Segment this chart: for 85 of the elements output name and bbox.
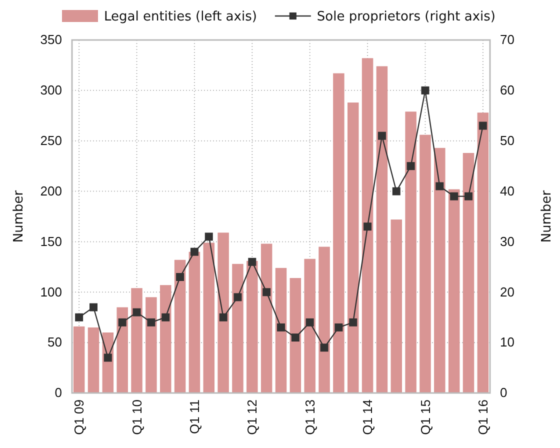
point (421, 86, 430, 94)
bar (405, 112, 416, 393)
bar (304, 258, 316, 393)
bar (477, 112, 489, 393)
y-tick-label: 100 (40, 284, 62, 300)
point (118, 318, 126, 326)
bar (333, 73, 344, 393)
y2-tick-label: 60 (500, 82, 514, 98)
bar (390, 220, 402, 393)
legend-label: Sole proprietors (right axis) (316, 10, 496, 25)
y2-axis-title: Number (540, 190, 555, 243)
y2-tick-label: 70 (500, 32, 514, 48)
point (219, 313, 228, 322)
bar (131, 288, 142, 393)
point (75, 313, 84, 322)
point (248, 258, 256, 266)
x-tick-label: Q1 15 (418, 400, 433, 435)
bar (88, 327, 100, 393)
point (392, 187, 400, 196)
bar (232, 264, 244, 393)
bar (188, 252, 200, 393)
point (104, 354, 112, 362)
point (334, 323, 343, 332)
bar (246, 260, 258, 393)
x-tick-label: Q1 11 (187, 400, 202, 434)
point (277, 323, 285, 332)
bar (290, 278, 302, 393)
point (132, 308, 141, 316)
bar (448, 189, 460, 393)
bar (420, 134, 431, 393)
point (349, 318, 358, 326)
point (306, 318, 314, 326)
y-tick-label: 300 (40, 82, 62, 98)
point (89, 303, 98, 312)
point (450, 192, 458, 200)
bar (434, 148, 446, 393)
bar (203, 242, 215, 393)
bar (275, 268, 287, 393)
bar (218, 232, 229, 393)
point (478, 122, 487, 130)
point (262, 288, 271, 296)
point (147, 318, 156, 326)
point (436, 182, 444, 190)
bar (318, 246, 330, 393)
y2-tick-label: 40 (500, 183, 514, 198)
legend-label: Legal entities (left axis) (104, 10, 257, 25)
point (320, 344, 328, 352)
x-tick-label: Q1 09 (72, 400, 87, 435)
y2-tick-label: 30 (500, 234, 514, 249)
bar (116, 307, 128, 393)
point (406, 162, 415, 170)
x-tick-label: Q1 12 (244, 400, 260, 435)
y-tick-label: 150 (40, 234, 62, 249)
point (162, 313, 170, 322)
y2-tick-label: 50 (500, 133, 514, 148)
y-tick-label: 350 (40, 32, 62, 48)
point (204, 232, 213, 241)
point (464, 192, 473, 200)
bar (347, 102, 359, 393)
bar (462, 152, 474, 393)
y2-tick-label: 0 (500, 385, 508, 400)
y2-tick-label: 10 (500, 334, 514, 350)
bar (260, 244, 272, 393)
y-axis-title: Number (12, 190, 27, 243)
point (234, 293, 242, 302)
bar (146, 297, 157, 393)
y-tick-label: 250 (40, 133, 62, 148)
y2-tick-label: 20 (500, 284, 514, 300)
bar (376, 66, 388, 393)
y-tick-label: 200 (40, 183, 62, 198)
bar (160, 285, 172, 393)
x-tick-label: Q1 10 (129, 400, 144, 435)
point (176, 273, 184, 282)
bar (362, 58, 374, 393)
point (190, 248, 198, 256)
point (378, 132, 386, 140)
bar (73, 326, 85, 393)
point (364, 222, 372, 231)
x-tick-label: Q1 16 (475, 400, 490, 435)
x-tick-label: Q1 14 (360, 400, 376, 435)
y-tick-label: 50 (48, 334, 62, 350)
bar (174, 260, 186, 393)
point (291, 334, 300, 342)
x-tick-label: Q1 13 (302, 400, 318, 435)
y-tick-label: 0 (54, 385, 62, 400)
